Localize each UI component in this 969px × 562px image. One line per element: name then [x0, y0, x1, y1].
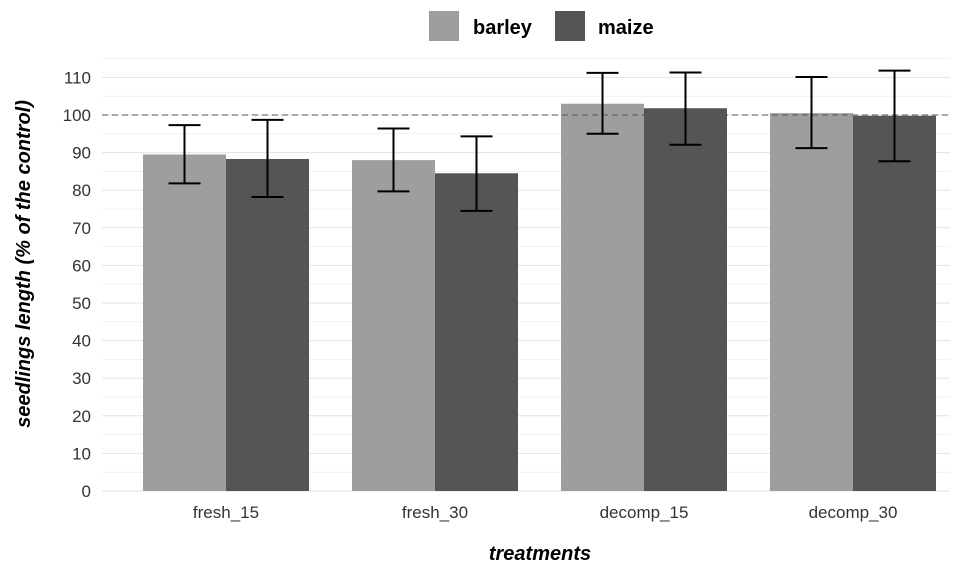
error-bar-maize-decomp_30	[878, 69, 911, 163]
x-tick-label: decomp_15	[600, 503, 689, 522]
error-bar-barley-fresh_15	[168, 124, 201, 185]
y-tick-label: 90	[72, 144, 91, 163]
bar-barley-decomp_15	[561, 103, 644, 491]
y-axis-title: seedlings length (% of the control)	[13, 100, 35, 428]
bar-maize-fresh_30	[435, 173, 518, 491]
y-tick-label: 0	[82, 482, 91, 501]
legend-label-barley: barley	[473, 17, 533, 39]
error-bars	[168, 69, 911, 212]
error-bar-maize-decomp_15	[669, 71, 702, 146]
bar-maize-fresh_15	[226, 158, 309, 491]
y-tick-label: 40	[72, 332, 91, 351]
x-tick-labels: fresh_15 fresh_30 decomp_15 decomp_30	[193, 503, 898, 522]
y-tick-labels: 0 10 20 30 40 50 60 70 80 90 100 110	[63, 68, 91, 501]
x-tick-label: fresh_30	[402, 503, 468, 522]
y-tick-label: 110	[64, 68, 91, 87]
y-tick-label: 80	[72, 181, 91, 200]
error-bar-barley-fresh_30	[377, 127, 410, 193]
y-tick-label: 60	[72, 256, 91, 275]
x-tick-label: decomp_30	[809, 503, 898, 522]
error-bar-barley-decomp_30	[795, 76, 828, 150]
legend-swatch-barley	[429, 11, 459, 41]
bar-maize-decomp_30	[853, 115, 936, 491]
x-tick-label: fresh_15	[193, 503, 259, 522]
legend: barley maize	[429, 11, 654, 41]
y-tick-label: 30	[72, 369, 91, 388]
y-tick-label: 50	[72, 294, 91, 313]
y-tick-label: 20	[72, 407, 91, 426]
error-bar-maize-fresh_30	[460, 135, 493, 212]
legend-swatch-maize	[555, 11, 585, 41]
error-bar-barley-decomp_15	[586, 71, 619, 135]
error-bar-maize-fresh_15	[251, 118, 284, 198]
bars	[143, 103, 936, 492]
y-tick-label: 10	[72, 444, 91, 463]
bar-barley-fresh_30	[352, 160, 435, 491]
y-tick-label: 100	[63, 106, 91, 125]
bar-barley-decomp_30	[770, 113, 853, 492]
bar-barley-fresh_15	[143, 154, 226, 492]
bar-maize-decomp_15	[644, 108, 727, 492]
x-axis-title: treatments	[489, 543, 591, 562]
y-tick-label: 70	[72, 219, 91, 238]
legend-label-maize: maize	[598, 17, 654, 39]
